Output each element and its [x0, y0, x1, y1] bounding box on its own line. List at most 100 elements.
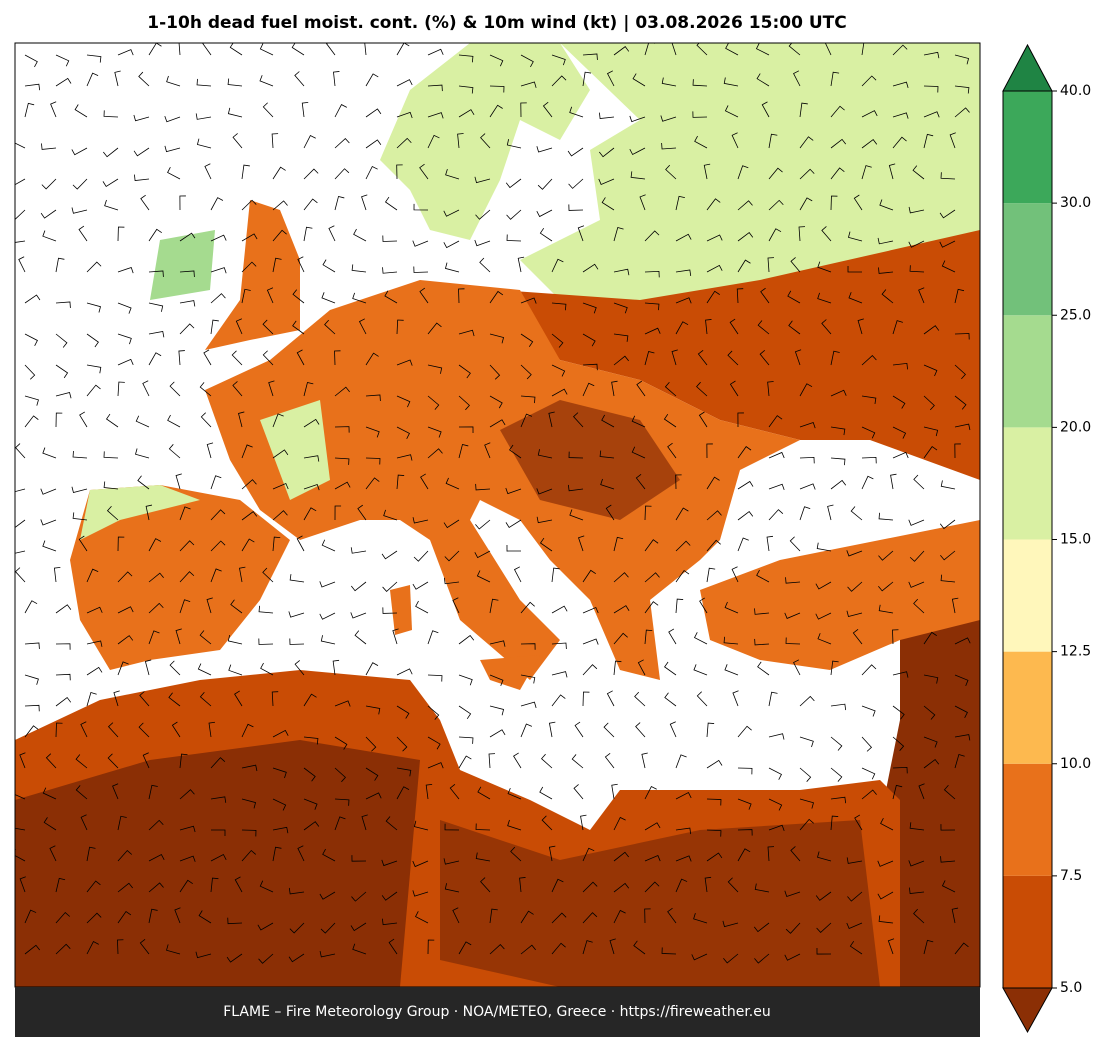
wind-barb [908, 581, 925, 588]
wind-barb [888, 163, 896, 180]
wind-barb [197, 663, 212, 676]
wind-barb [210, 540, 226, 552]
wind-barb [412, 240, 429, 247]
wind-barb [458, 364, 471, 379]
wind-barb [892, 766, 908, 774]
wind-barb [703, 163, 711, 180]
wind-barb [692, 111, 708, 118]
wind-barb [861, 789, 877, 800]
wind-barb [574, 721, 584, 738]
land-europe [205, 280, 800, 680]
wind-barb [328, 225, 336, 242]
wind-barb [357, 504, 367, 521]
wind-barb [790, 846, 801, 862]
wind-barb [86, 912, 102, 924]
wind-barb [706, 829, 722, 837]
wind-barb [644, 230, 660, 242]
wind-barb [706, 510, 722, 521]
wind-barb [210, 509, 226, 521]
wind-barb [148, 882, 164, 893]
wind-barb [148, 228, 162, 242]
wind-barb [817, 261, 832, 273]
wind-barb [667, 907, 677, 924]
wind-barb [830, 195, 838, 211]
wind-barb [71, 147, 88, 156]
wind-barb [706, 476, 720, 490]
wind-barb [847, 265, 863, 273]
wind-barb [635, 473, 646, 490]
wind-barb [42, 787, 57, 800]
wind-barb [117, 849, 133, 862]
wind-barb [631, 446, 646, 459]
wind-barb [954, 288, 965, 304]
wind-barb [756, 73, 770, 87]
wind-barb [489, 729, 506, 738]
wind-barb [830, 71, 840, 87]
wind-barb [144, 659, 152, 676]
wind-barb [241, 444, 253, 459]
wind-barb [445, 477, 460, 490]
wind-barb [939, 519, 956, 530]
wind-barb [272, 826, 289, 834]
wind-barb [850, 506, 863, 521]
wind-barb [799, 695, 815, 707]
wind-barb [210, 829, 226, 837]
wind-barb [258, 605, 274, 614]
wind-barb [892, 395, 906, 409]
wind-barb [644, 881, 660, 893]
wind-barb [706, 567, 716, 583]
wind-barb [412, 890, 429, 897]
wind-barb [210, 197, 224, 211]
wind-barb [427, 939, 435, 955]
wind-barb [86, 692, 97, 707]
wind-barb [427, 364, 443, 374]
wind-barb [577, 225, 585, 242]
wind-barb [137, 475, 150, 490]
wind-barb [232, 133, 243, 149]
wind-barb [815, 581, 832, 590]
wind-barb [569, 509, 584, 521]
wind-barb [892, 629, 899, 645]
wind-barb [228, 664, 243, 676]
wind-barb [15, 443, 26, 459]
wind-barb [396, 319, 404, 335]
wind-barb [644, 855, 661, 862]
wind-barb [861, 426, 876, 439]
wind-barb [696, 43, 708, 56]
wind-barb [613, 660, 622, 676]
wind-barb [148, 908, 158, 924]
wind-barb [892, 112, 909, 119]
wind-barb [675, 321, 689, 335]
wind-barb [923, 705, 936, 720]
wind-barb [611, 380, 618, 397]
wind-barb [117, 606, 134, 614]
wind-barb [271, 133, 279, 149]
wind-barb [179, 879, 193, 893]
wind-barb [303, 198, 318, 211]
wind-barb [107, 753, 119, 769]
wind-barb [613, 882, 630, 893]
wind-barb [644, 539, 659, 552]
wind-barb [148, 302, 164, 312]
wind-barb [613, 302, 628, 314]
wind-barb [644, 629, 653, 645]
wind-barb [582, 940, 593, 955]
wind-barb [117, 882, 133, 893]
wind-barb [365, 108, 382, 118]
wind-barb [206, 442, 214, 459]
wind-barb [164, 116, 181, 123]
wind-barb [288, 887, 305, 895]
wind-barb [846, 550, 863, 557]
wind-barb [427, 736, 441, 750]
wind-barb [578, 535, 585, 552]
wind-barb [892, 736, 905, 751]
wind-barb [537, 178, 553, 190]
wind-barb [443, 209, 460, 217]
wind-barb [133, 114, 150, 122]
wind-barb [114, 70, 121, 87]
wind-barb [830, 138, 847, 149]
wind-barb [272, 729, 289, 738]
wind-barb [396, 426, 410, 439]
wind-barb [364, 43, 367, 56]
wind-barb [520, 701, 537, 708]
